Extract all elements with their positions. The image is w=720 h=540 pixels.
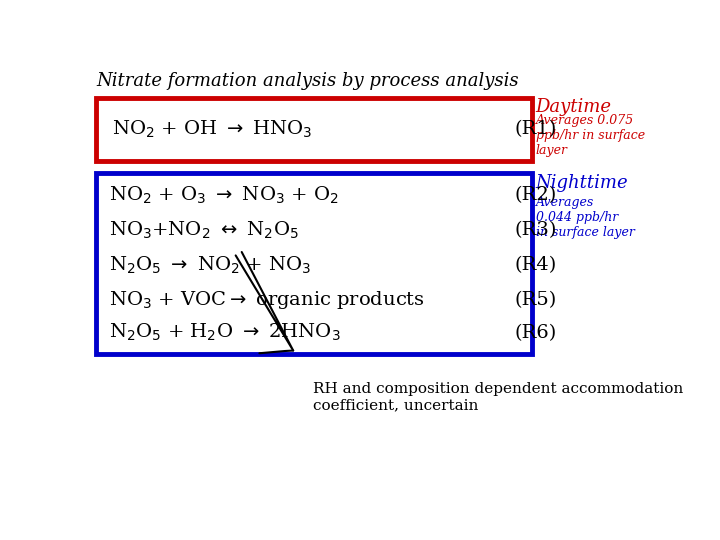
Text: RH and composition dependent accommodation
coefficient, uncertain: RH and composition dependent accommodati…: [313, 382, 683, 412]
Text: (R6): (R6): [515, 324, 557, 342]
Text: (R2): (R2): [515, 186, 557, 204]
Text: (R1): (R1): [515, 120, 557, 138]
Bar: [96, 98, 532, 161]
Text: Averages
0.044 ppb/hr
in surface layer: Averages 0.044 ppb/hr in surface layer: [536, 195, 634, 239]
Text: Daytime: Daytime: [536, 98, 611, 116]
Text: (R5): (R5): [515, 291, 557, 309]
Text: (R4): (R4): [515, 256, 557, 274]
Text: N$_2$O$_5$ + H$_2$O $\rightarrow$ 2HNO$_3$: N$_2$O$_5$ + H$_2$O $\rightarrow$ 2HNO$_…: [109, 322, 341, 343]
Bar: [96, 173, 532, 354]
Text: NO$_2$ + O$_3$ $\rightarrow$ NO$_3$ + O$_2$: NO$_2$ + O$_3$ $\rightarrow$ NO$_3$ + O$…: [109, 184, 339, 206]
Text: N$_2$O$_5$ $\rightarrow$ NO$_2$ + NO$_3$: N$_2$O$_5$ $\rightarrow$ NO$_2$ + NO$_3$: [109, 254, 312, 275]
Text: NO$_3$+NO$_2$ $\leftrightarrow$ N$_2$O$_5$: NO$_3$+NO$_2$ $\leftrightarrow$ N$_2$O$_…: [109, 220, 300, 241]
Text: Nitrate formation analysis by process analysis: Nitrate formation analysis by process an…: [96, 72, 519, 91]
Text: NO$_3$ + VOC$\rightarrow$ organic products: NO$_3$ + VOC$\rightarrow$ organic produc…: [109, 289, 425, 310]
Text: (R3): (R3): [515, 221, 557, 239]
Text: Averages 0.075
ppb/hr in surface
layer: Averages 0.075 ppb/hr in surface layer: [536, 114, 644, 157]
Text: Nighttime: Nighttime: [536, 174, 629, 192]
Text: NO$_2$ + OH $\rightarrow$ HNO$_3$: NO$_2$ + OH $\rightarrow$ HNO$_3$: [112, 119, 312, 140]
